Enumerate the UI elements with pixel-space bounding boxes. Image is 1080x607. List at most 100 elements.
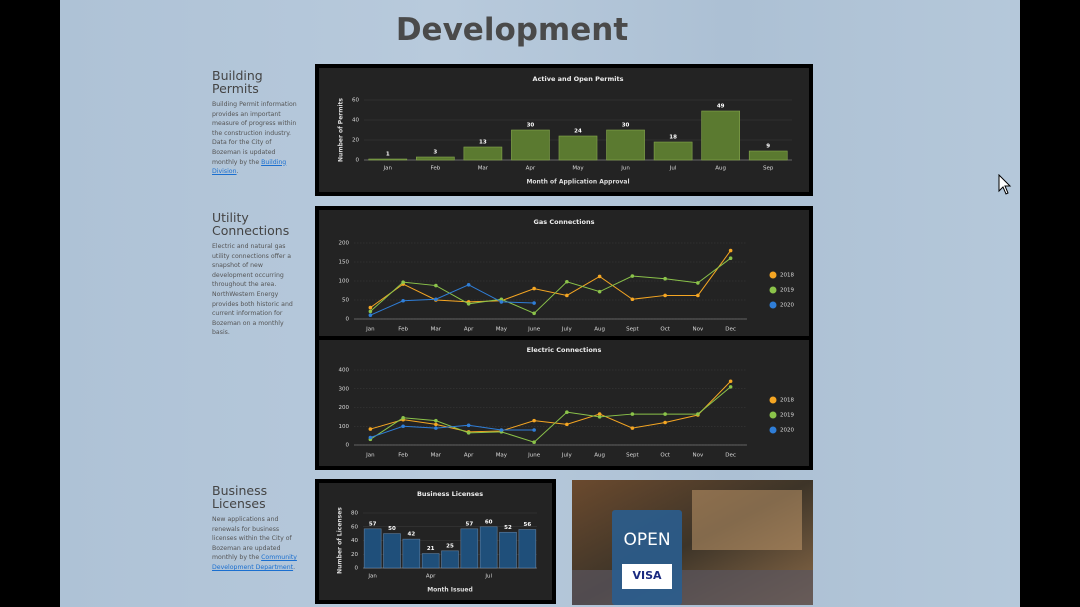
bar	[463, 146, 503, 161]
point	[696, 281, 700, 285]
section-text: New applications and renewals for busine…	[212, 515, 300, 573]
point	[434, 283, 438, 288]
point	[630, 426, 635, 430]
y-tick-label: 0	[356, 158, 360, 164]
x-tick-label: Jan	[367, 574, 377, 580]
point	[368, 305, 373, 310]
x-tick-label: Jul	[669, 166, 677, 172]
x-tick-label: Jan	[383, 166, 393, 172]
x-tick-label: Feb	[398, 453, 408, 459]
x-tick-label: Jul	[484, 574, 492, 580]
x-tick-label: Mar	[431, 327, 442, 333]
x-tick-label: Mar	[431, 453, 442, 459]
x-tick-label: Apr	[464, 453, 474, 459]
y-tick-label: 40	[352, 118, 359, 124]
value-label: 9	[766, 144, 770, 150]
point	[565, 422, 569, 427]
x-axis-title: Month of Application Approval	[526, 179, 629, 186]
legend-swatch	[769, 271, 777, 279]
point	[597, 274, 602, 279]
x-tick-label: Feb	[398, 327, 408, 333]
x-tick-label: May	[496, 327, 508, 333]
x-tick-label: Mar	[478, 166, 489, 172]
link[interactable]: Building Division	[212, 158, 287, 176]
value-label: 1	[386, 152, 390, 158]
bar	[460, 528, 479, 569]
y-axis-title: Number of Licenses	[337, 507, 344, 574]
point	[663, 276, 667, 281]
section: Utility Connections Electric and natural…	[212, 211, 300, 338]
value-label: 13	[479, 140, 487, 146]
point	[696, 412, 700, 416]
point	[565, 279, 569, 284]
legend-label: 2018	[780, 398, 794, 404]
x-tick-label: Sept	[626, 327, 639, 333]
point	[728, 248, 733, 253]
y-tick-label: 20	[352, 138, 359, 144]
x-tick-label: Aug	[715, 166, 726, 172]
chart: Business Licenses 0 20 40 60 80 Jan Apr Jul Month…	[319, 483, 552, 600]
point	[663, 420, 667, 425]
chart-title: Gas Connections	[534, 218, 595, 226]
point	[728, 379, 733, 384]
section-heading: Building Permits	[212, 68, 263, 96]
x-tick-label: Apr	[526, 166, 536, 172]
line	[370, 424, 535, 438]
x-tick-label: May	[572, 166, 584, 172]
section-text: Building Permit information provides an …	[212, 100, 300, 177]
point	[728, 385, 733, 389]
bar	[606, 129, 645, 161]
chart: Gas Connections 0 50 100 150 200 Jan Feb Mar Apr M…	[319, 210, 809, 338]
point	[532, 440, 536, 444]
y-tick-label: 0	[346, 317, 350, 323]
point	[565, 410, 569, 414]
x-tick-label: Oct	[660, 327, 670, 333]
point	[434, 418, 438, 423]
x-tick-label: June	[527, 453, 541, 459]
bar	[653, 141, 693, 161]
value-label: 49	[717, 104, 725, 110]
x-tick-label: Jan	[365, 453, 375, 459]
x-tick-label: Apr	[426, 574, 436, 580]
y-tick-label: 150	[339, 260, 350, 266]
x-tick-label: Aug	[594, 327, 605, 333]
value-label: 50	[388, 526, 396, 532]
sign-text: OPEN	[623, 530, 670, 550]
x-tick-label: May	[496, 453, 508, 459]
chart-title: Business Licenses	[417, 490, 483, 498]
point	[368, 435, 373, 440]
value-label: 30	[622, 123, 630, 129]
point	[532, 418, 536, 423]
point	[401, 416, 405, 420]
x-tick-label: Feb	[430, 166, 440, 172]
point	[499, 428, 504, 432]
y-tick-label: 80	[351, 511, 358, 517]
bar	[748, 150, 788, 161]
card-text: VISA	[632, 569, 662, 582]
legend-label: 2020	[780, 303, 794, 309]
line	[370, 386, 731, 443]
legend-swatch	[769, 426, 777, 434]
x-tick-label: July	[561, 327, 573, 333]
point	[434, 297, 438, 302]
bar	[479, 526, 498, 569]
legend-swatch	[769, 286, 777, 294]
point	[597, 289, 602, 294]
section-heading: Utility Connections	[212, 210, 290, 238]
x-tick-label: Jun	[620, 166, 630, 172]
point	[401, 424, 405, 429]
point	[368, 427, 373, 431]
legend-label: 2019	[780, 288, 794, 294]
bar	[368, 158, 408, 161]
link[interactable]: Community Development Department	[212, 554, 297, 571]
point	[532, 311, 536, 316]
value-label: 57	[369, 521, 377, 527]
counter	[572, 570, 813, 605]
value-label: 18	[669, 135, 677, 141]
sign	[612, 510, 682, 605]
section: Business Licenses New applications and r…	[212, 484, 300, 573]
point	[630, 274, 635, 278]
bar	[499, 531, 517, 569]
point	[663, 293, 667, 298]
bar	[416, 156, 455, 161]
